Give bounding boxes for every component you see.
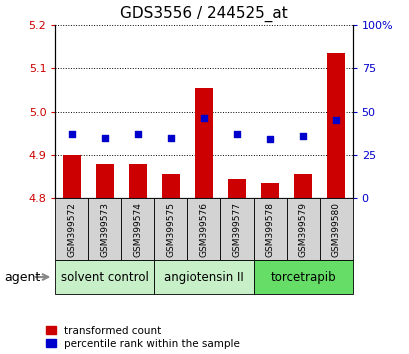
Bar <box>319 198 352 260</box>
Point <box>332 118 339 123</box>
Bar <box>55 198 88 260</box>
Bar <box>187 198 220 260</box>
Bar <box>96 164 114 198</box>
Bar <box>253 260 352 294</box>
Bar <box>253 198 286 260</box>
Bar <box>121 198 154 260</box>
Bar <box>194 88 213 198</box>
Text: GSM399580: GSM399580 <box>331 202 340 257</box>
Point <box>68 131 75 137</box>
Text: torcetrapib: torcetrapib <box>270 270 335 284</box>
Text: GSM399572: GSM399572 <box>67 202 76 257</box>
Point <box>167 135 174 140</box>
Legend: transformed count, percentile rank within the sample: transformed count, percentile rank withi… <box>46 326 239 349</box>
Bar <box>286 198 319 260</box>
Text: GSM399573: GSM399573 <box>100 202 109 257</box>
Text: solvent control: solvent control <box>61 270 148 284</box>
Bar <box>63 155 81 198</box>
Title: GDS3556 / 244525_at: GDS3556 / 244525_at <box>120 6 287 22</box>
Bar <box>220 198 253 260</box>
Bar <box>293 175 311 198</box>
Text: GSM399577: GSM399577 <box>232 202 241 257</box>
Bar <box>260 183 279 198</box>
Point <box>233 131 240 137</box>
Bar <box>55 260 154 294</box>
Text: GSM399575: GSM399575 <box>166 202 175 257</box>
Text: GSM399576: GSM399576 <box>199 202 208 257</box>
Text: GSM399574: GSM399574 <box>133 202 142 257</box>
Bar <box>154 198 187 260</box>
Bar <box>162 175 180 198</box>
Bar <box>227 179 245 198</box>
Text: GSM399578: GSM399578 <box>265 202 274 257</box>
Bar <box>326 53 344 198</box>
Point <box>299 133 306 139</box>
Point <box>200 116 207 121</box>
Bar <box>88 198 121 260</box>
Text: agent: agent <box>4 270 40 284</box>
Text: angiotensin II: angiotensin II <box>164 270 243 284</box>
Point <box>101 135 108 140</box>
Bar <box>128 164 147 198</box>
Point <box>134 131 141 137</box>
Bar <box>154 260 253 294</box>
Point <box>266 136 273 142</box>
Text: GSM399579: GSM399579 <box>298 202 307 257</box>
